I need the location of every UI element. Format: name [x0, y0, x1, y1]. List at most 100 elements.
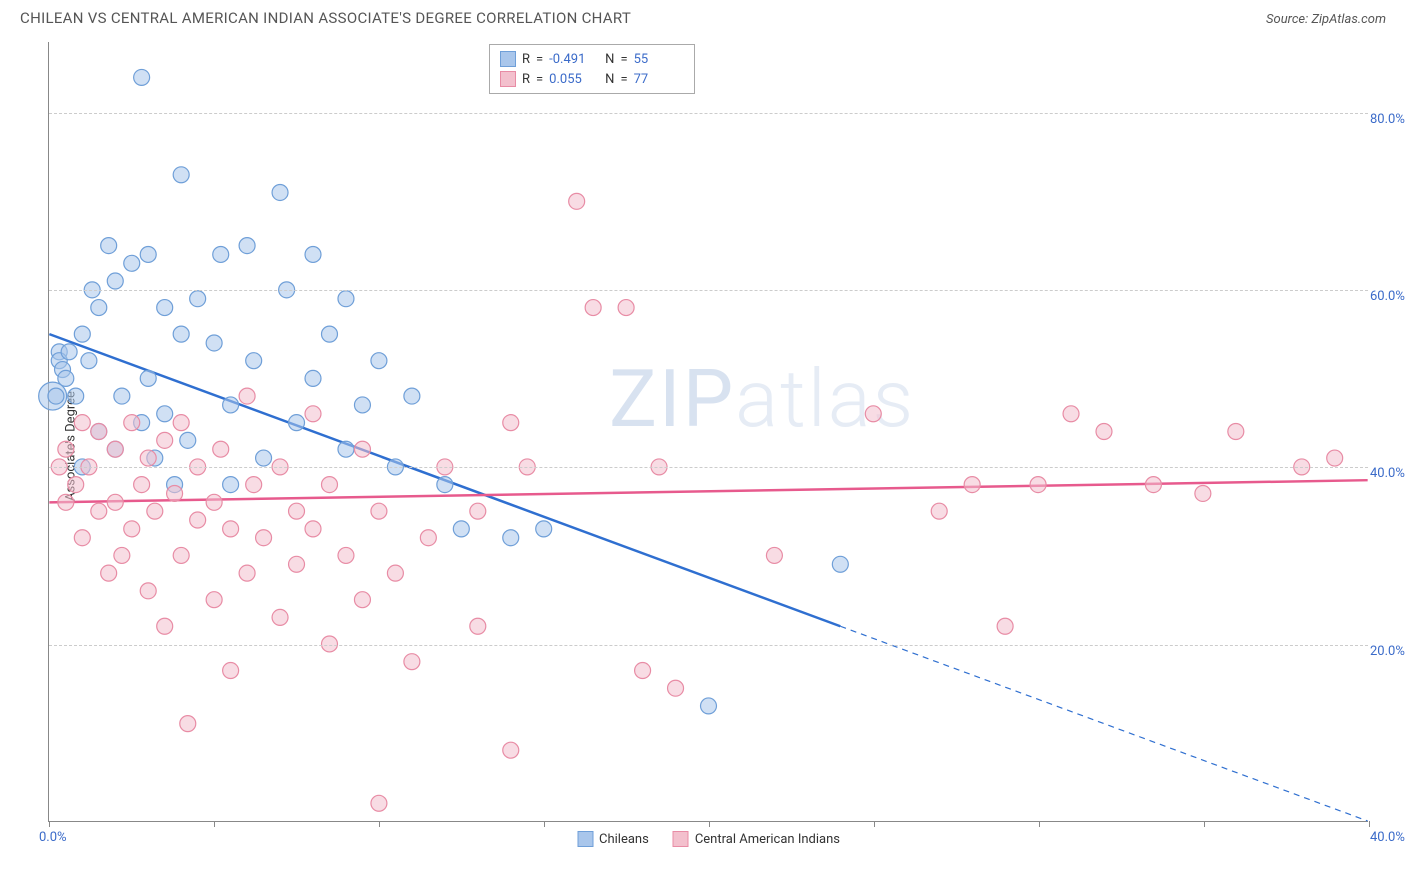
x-tick	[874, 821, 875, 827]
scatter-point	[321, 477, 337, 493]
scatter-point	[223, 521, 239, 537]
n-value-2: 77	[634, 72, 684, 87]
y-tick-label: 60.0%	[1370, 289, 1406, 304]
gridline-h	[49, 290, 1368, 291]
scatter-point	[48, 388, 64, 404]
scatter-point	[1195, 485, 1211, 501]
scatter-point	[1145, 477, 1161, 493]
eq-1b: =	[620, 52, 627, 67]
scatter-point	[157, 300, 173, 316]
swatch-bottom-2	[673, 831, 689, 847]
scatter-point	[289, 415, 305, 431]
scatter-point	[101, 238, 117, 254]
scatter-point	[668, 680, 684, 696]
eq-1a: =	[536, 52, 543, 67]
scatter-point	[272, 184, 288, 200]
scatter-point	[206, 494, 222, 510]
swatch-bottom-1	[577, 831, 593, 847]
scatter-point	[140, 583, 156, 599]
legend-row-2: R = 0.055 N = 77	[500, 69, 684, 89]
legend-bottom-item-1: Chileans	[577, 831, 649, 847]
scatter-point	[157, 432, 173, 448]
legend-bottom-item-2: Central American Indians	[673, 831, 840, 847]
scatter-point	[91, 300, 107, 316]
swatch-series-1	[500, 51, 516, 67]
scatter-point	[1327, 450, 1343, 466]
scatter-point	[147, 503, 163, 519]
scatter-point	[470, 503, 486, 519]
scatter-point	[140, 246, 156, 262]
scatter-point	[58, 441, 74, 457]
r-label-1: R	[522, 52, 530, 67]
scatter-point	[180, 716, 196, 732]
x-tick	[379, 821, 380, 827]
source-prefix: Source:	[1266, 12, 1311, 27]
scatter-point	[305, 246, 321, 262]
scatter-point	[256, 450, 272, 466]
gridline-h	[49, 645, 1368, 646]
x-tick-label: 40.0%	[1370, 830, 1406, 845]
scatter-point	[213, 441, 229, 457]
scatter-point	[173, 326, 189, 342]
scatter-point	[213, 246, 229, 262]
scatter-point	[74, 326, 90, 342]
scatter-point	[371, 503, 387, 519]
scatter-point	[107, 441, 123, 457]
scatter-point	[157, 618, 173, 634]
eq-2a: =	[536, 72, 543, 87]
scatter-point	[387, 565, 403, 581]
scatter-point	[338, 547, 354, 563]
scatter-point	[114, 547, 130, 563]
scatter-point	[124, 521, 140, 537]
scatter-point	[503, 742, 519, 758]
scatter-point	[173, 167, 189, 183]
scatter-point	[585, 300, 601, 316]
scatter-point	[190, 512, 206, 528]
scatter-point	[68, 477, 84, 493]
scatter-point	[701, 698, 717, 714]
scatter-point	[223, 477, 239, 493]
scatter-point	[140, 370, 156, 386]
x-tick	[1039, 821, 1040, 827]
scatter-point	[246, 477, 262, 493]
scatter-point	[536, 521, 552, 537]
n-value-1: 55	[634, 52, 684, 67]
scatter-point	[61, 344, 77, 360]
scatter-point	[470, 618, 486, 634]
scatter-point	[74, 530, 90, 546]
scatter-point	[635, 663, 651, 679]
scatter-point	[58, 494, 74, 510]
scatter-point	[190, 291, 206, 307]
x-tick	[1369, 821, 1370, 827]
scatter-point	[354, 592, 370, 608]
scatter-point	[91, 424, 107, 440]
scatter-point	[371, 353, 387, 369]
legend-bottom-label-1: Chileans	[599, 832, 649, 847]
eq-2b: =	[620, 72, 627, 87]
x-tick-label: 0.0%	[39, 830, 67, 845]
x-tick	[49, 821, 50, 827]
scatter-point	[354, 397, 370, 413]
chart-title: CHILEAN VS CENTRAL AMERICAN INDIAN ASSOC…	[20, 9, 631, 27]
scatter-point	[272, 609, 288, 625]
scatter-svg	[49, 42, 1368, 821]
scatter-point	[289, 556, 305, 572]
y-tick-label: 40.0%	[1370, 466, 1406, 481]
scatter-point	[68, 388, 84, 404]
scatter-point	[1096, 424, 1112, 440]
scatter-point	[239, 238, 255, 254]
scatter-point	[420, 530, 436, 546]
scatter-point	[206, 592, 222, 608]
scatter-point	[404, 654, 420, 670]
scatter-point	[167, 485, 183, 501]
scatter-point	[338, 291, 354, 307]
scatter-point	[1228, 424, 1244, 440]
y-tick-label: 20.0%	[1370, 644, 1406, 659]
regression-line-dashed	[840, 626, 1367, 821]
gridline-h	[49, 467, 1368, 468]
scatter-point	[140, 450, 156, 466]
scatter-point	[618, 300, 634, 316]
n-label-1: N	[605, 52, 614, 67]
source: Source: ZipAtlas.com	[1266, 8, 1386, 27]
scatter-point	[206, 335, 222, 351]
